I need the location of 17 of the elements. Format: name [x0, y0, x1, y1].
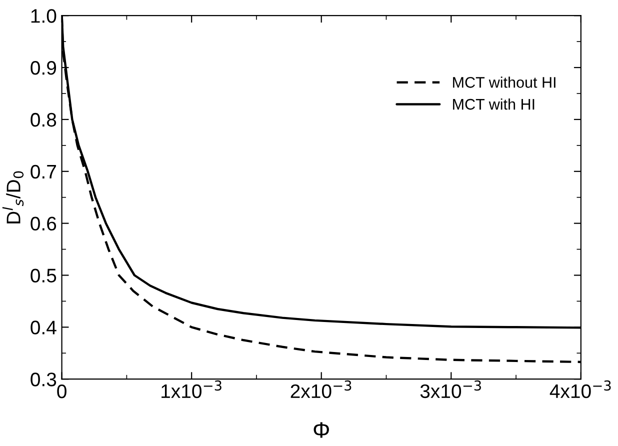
y-tick-label: 0.8 [30, 112, 56, 127]
y-axis-title: D$^{l}$$_{s}$/D$_{0}$ [2, 171, 24, 224]
x-tick-label: 1x10$^{−3}$ [162, 380, 222, 398]
y-tick-label: 0.9 [30, 61, 56, 75]
x-tick-label: 2x10$^{−3}$ [290, 380, 352, 398]
y-tick-label: 0.3 [30, 372, 56, 386]
x-tick-label: 0 [57, 384, 66, 398]
x-axis-title: Φ [314, 422, 329, 438]
x-tick-label: 4x10$^{−3}$ [550, 380, 611, 398]
x-tick-label: 3x10$^{−3}$ [420, 380, 481, 398]
y-tick-label: 1.0 [31, 9, 56, 23]
legend-label: MCT without HI [453, 76, 556, 88]
y-tick-label: 0.5 [30, 268, 56, 282]
y-tick-label: 0.6 [30, 216, 56, 231]
y-tick-label: 0.7 [30, 164, 56, 179]
y-tick-label: 0.4 [30, 320, 56, 334]
legend-label: MCT with HI [453, 98, 534, 110]
